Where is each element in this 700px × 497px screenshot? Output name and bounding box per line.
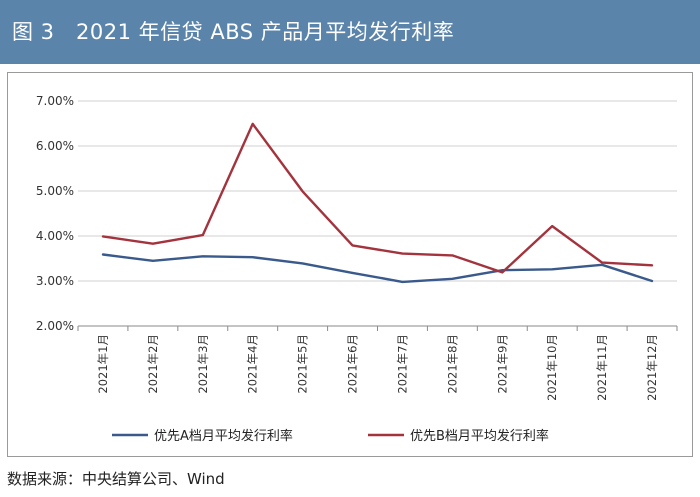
y-tick-label: 5.00%	[36, 184, 74, 198]
x-tick-label: 2021年9月	[495, 334, 509, 394]
legend-label: 优先B档月平均发行利率	[410, 428, 549, 444]
x-tick-label: 2021年7月	[395, 334, 409, 394]
x-tick-label: 2021年2月	[146, 334, 160, 394]
x-tick-label: 2021年5月	[296, 334, 310, 394]
legend-label: 优先A档月平均发行利率	[154, 428, 293, 444]
x-tick-label: 2021年8月	[445, 334, 459, 394]
line-chart: 7.00% 6.00% 5.00% 4.00% 3.00% 2.00% 2021年1月 202…	[36, 94, 678, 444]
x-tick-label: 2021年3月	[196, 334, 210, 394]
x-tick-label: 2021年11月	[595, 334, 609, 401]
chart-title: 图 3 2021 年信贷 ABS 产品月平均发行利率	[12, 20, 455, 44]
chart-frame: 7.00% 6.00% 5.00% 4.00% 3.00% 2.00% 2021年1月 202…	[7, 72, 693, 457]
x-tick-label: 2021年12月	[645, 334, 659, 401]
y-tick-label: 2.00%	[36, 319, 74, 333]
y-tick-label: 4.00%	[36, 229, 74, 243]
x-tick-label: 2021年1月	[96, 334, 110, 394]
y-tick-label: 6.00%	[36, 139, 74, 153]
x-tick-label: 2021年4月	[246, 334, 260, 394]
x-tick-label: 2021年6月	[346, 334, 360, 394]
title-bar: 图 3 2021 年信贷 ABS 产品月平均发行利率	[0, 0, 700, 64]
y-tick-label: 3.00%	[36, 274, 74, 288]
series-line-a	[101, 253, 654, 284]
series-line-b	[101, 122, 654, 274]
x-tick-label: 2021年10月	[545, 334, 559, 401]
source-note: 数据来源：中央结算公司、Wind	[7, 470, 225, 488]
y-tick-label: 7.00%	[36, 94, 74, 108]
